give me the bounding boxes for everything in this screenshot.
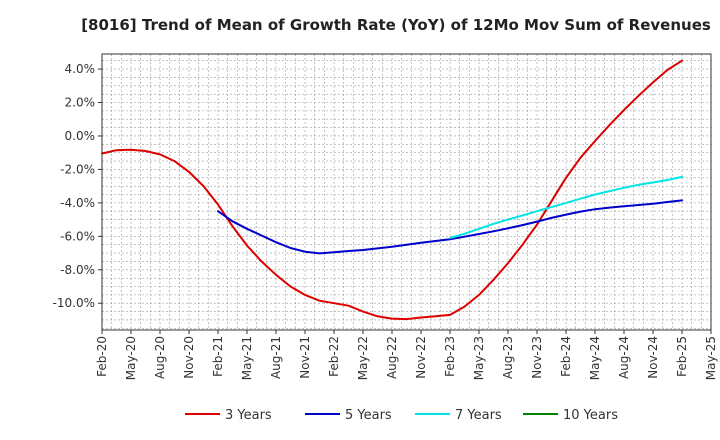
x-tick-label: Nov-21 xyxy=(298,336,312,379)
x-tick-label: Aug-23 xyxy=(501,336,515,379)
x-tick-label: Feb-21 xyxy=(211,336,225,377)
y-axis-ticks: 4.0% 2.0% 0.0% -2.0% -4.0% -6.0% -8.0% -10.0% xyxy=(53,62,102,310)
x-tick-label: May-20 xyxy=(124,336,138,380)
x-axis-ticks: Feb-20 May-20 Aug-20 Nov-20 Feb-21 May-21 Aug-… xyxy=(95,330,718,380)
x-tick-label: Aug-24 xyxy=(617,336,631,379)
legend: 3 Years 5 Years 7 Years 10 Years xyxy=(185,408,618,423)
x-tick-label: Feb-20 xyxy=(95,336,109,377)
x-tick-label: May-25 xyxy=(704,336,718,380)
x-tick-label: Nov-24 xyxy=(646,336,660,379)
x-tick-label: Aug-20 xyxy=(153,336,167,379)
series-lines xyxy=(101,59,683,321)
legend-3-years-label: 3 Years xyxy=(225,408,272,423)
plot-frame xyxy=(101,53,712,331)
x-tick-label: May-23 xyxy=(472,336,486,380)
series-line-3-years xyxy=(101,59,683,321)
x-tick-label: Aug-21 xyxy=(269,336,283,379)
x-tick-label: Feb-24 xyxy=(559,336,573,377)
x-tick-label: Nov-20 xyxy=(182,336,196,379)
x-tick-label: Feb-25 xyxy=(675,336,689,377)
series-line-5-years xyxy=(217,199,683,255)
legend-7-years-label: 7 Years xyxy=(455,408,502,423)
y-tick-label: 0.0% xyxy=(65,129,96,143)
y-tick-label: -2.0% xyxy=(60,162,95,176)
x-tick-label: Feb-23 xyxy=(443,336,457,377)
x-tick-label: Aug-22 xyxy=(385,336,399,379)
y-tick-label: 4.0% xyxy=(65,62,96,76)
legend-5-years-label: 5 Years xyxy=(345,408,392,423)
x-tick-label: May-24 xyxy=(588,336,602,380)
grid xyxy=(101,54,712,330)
x-tick-label: May-21 xyxy=(240,336,254,380)
y-tick-label: 2.0% xyxy=(65,96,96,110)
x-tick-label: Nov-23 xyxy=(530,336,544,379)
x-tick-label: May-22 xyxy=(356,336,370,380)
legend-10-years-label: 10 Years xyxy=(563,408,618,423)
chart-title: [8016] Trend of Mean of Growth Rate (YoY… xyxy=(81,16,711,34)
y-tick-label: -10.0% xyxy=(53,296,95,310)
x-tick-label: Feb-22 xyxy=(327,336,341,377)
y-tick-label: -6.0% xyxy=(60,229,95,243)
x-tick-label: Nov-22 xyxy=(414,336,428,379)
y-tick-label: -8.0% xyxy=(60,263,95,277)
series-line-7-years xyxy=(449,175,683,239)
y-tick-label: -4.0% xyxy=(60,196,95,210)
